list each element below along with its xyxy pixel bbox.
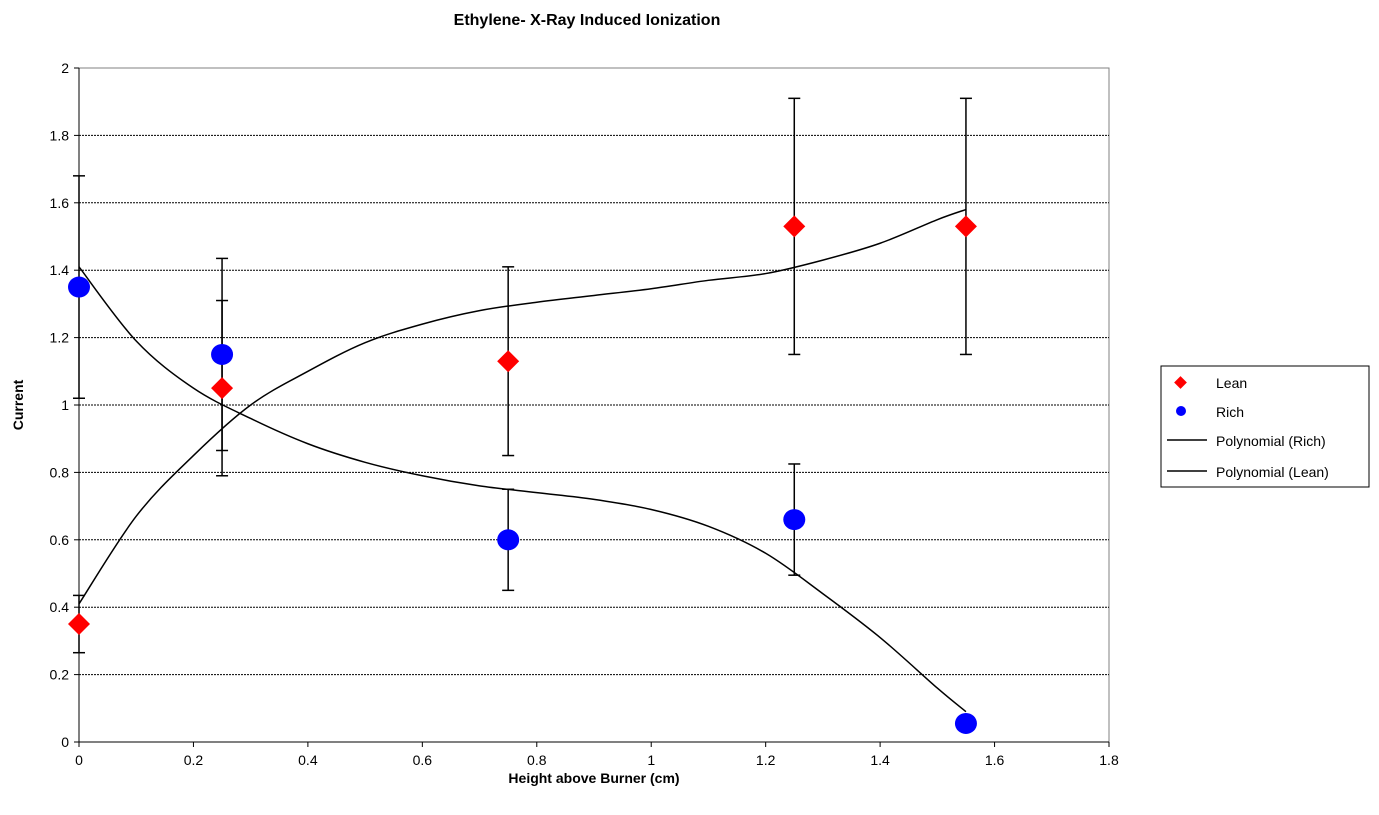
axes: 0 0.2 0.4 0.6 0.8 1 1.2 1.4 1.6 1.8 2 0 0.2 0.4 0.6 0.8… [50, 60, 1119, 768]
x-tick-label: 0.6 [413, 752, 433, 768]
point-rich [497, 529, 520, 551]
y-tick-label: 0.6 [50, 532, 70, 548]
x-axis-label: Height above Burner (cm) [508, 770, 679, 786]
y-tick-label: 1.2 [50, 330, 70, 346]
point-lean [68, 613, 90, 636]
point-lean [211, 377, 234, 400]
trendline-polynomial-rich [78, 266, 967, 713]
point-lean [497, 350, 520, 373]
gridlines [79, 134, 1109, 676]
point-rich [211, 343, 234, 365]
point-rich [954, 712, 977, 734]
y-tick-label: 1.4 [50, 262, 70, 278]
legend-rich-marker [1176, 406, 1186, 416]
legend: Lean Rich Polynomial (Rich) Polynomial (… [1160, 365, 1370, 488]
x-tick-label: 1 [647, 752, 655, 768]
point-rich [783, 509, 806, 531]
x-tick-label: 0.2 [184, 752, 204, 768]
trendlines [78, 208, 967, 713]
y-tick-label: 1.6 [50, 195, 70, 211]
y-tick-label: 0.4 [50, 599, 70, 615]
legend-poly-lean-label: Polynomial (Lean) [1216, 464, 1329, 480]
point-lean [954, 215, 977, 238]
x-tick-label: 0.8 [527, 752, 547, 768]
point-lean [783, 215, 806, 238]
data-points [68, 215, 977, 734]
y-tick-label: 1 [61, 397, 69, 413]
legend-poly-rich-label: Polynomial (Rich) [1216, 433, 1326, 449]
legend-box [1160, 365, 1370, 488]
x-tick-label: 1.8 [1099, 752, 1119, 768]
point-rich [68, 276, 90, 298]
chart-title: Ethylene- X-Ray Induced Ionization [454, 12, 721, 29]
trendline-polynomial-lean [78, 208, 967, 605]
y-tick-label: 0 [61, 734, 69, 750]
legend-lean-label: Lean [1216, 375, 1247, 391]
y-tick-label: 1.8 [50, 127, 70, 143]
x-tick-label: 0.4 [298, 752, 318, 768]
x-tick-label: 1.2 [756, 752, 776, 768]
x-tick-label: 1.4 [870, 752, 890, 768]
x-tick-label: 1.6 [985, 752, 1005, 768]
y-axis-label: Current [10, 379, 26, 430]
legend-rich-label: Rich [1216, 404, 1244, 420]
x-tick-label: 0 [75, 752, 83, 768]
y-tick-label: 0.2 [50, 667, 70, 683]
y-tick-label: 2 [61, 60, 69, 76]
y-tick-label: 0.8 [50, 464, 70, 480]
